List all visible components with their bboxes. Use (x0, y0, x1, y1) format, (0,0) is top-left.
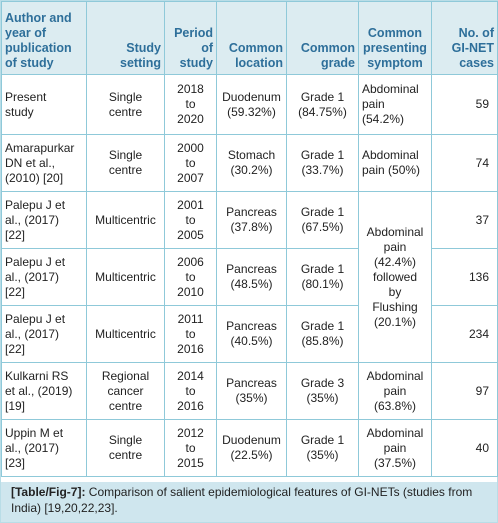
cell-author: Amarapurkar DN et al., (2010) [20] (1, 134, 87, 192)
cell-setting: Single centre (86, 74, 165, 135)
caption-tag: [Table/Fig-7]: (11, 485, 86, 499)
header-period: Period of study (164, 1, 217, 75)
cell-cases: 59 (431, 74, 498, 135)
table-row: Palepu J et al., (2017) [22] Multicentri… (1, 305, 498, 363)
table-row: Kulkarni RS et al., (2019) [19] Regional… (1, 362, 498, 420)
table-row: Amarapurkar DN et al., (2010) [20] Singl… (1, 134, 498, 192)
cell-symptom-merged: Abdominal pain (42.4%) followed by Flush… (358, 191, 432, 363)
cell-grade: Grade 1 (80.1%) (286, 248, 359, 306)
cell-symptom: Abdominal pain (37.5%) (358, 419, 432, 477)
cell-cases: 40 (431, 419, 498, 477)
cell-period: 2006 to 2010 (164, 248, 217, 306)
cell-period: 2001 to 2005 (164, 191, 217, 249)
cell-period: 2000 to 2007 (164, 134, 217, 192)
cell-cases: 97 (431, 362, 498, 420)
header-author: Author and year of publication of study (1, 1, 87, 75)
cell-setting: Single centre (86, 134, 165, 192)
cell-author: Present study (1, 74, 87, 135)
header-location: Common location (216, 1, 287, 75)
cell-cases: 136 (431, 248, 498, 306)
table-caption: [Table/Fig-7]: Comparison of salient epi… (1, 482, 497, 522)
table-row: Palepu J et al., (2017) [22] Multicentri… (1, 191, 498, 363)
cell-author: Palepu J et al., (2017) [22] (1, 305, 87, 363)
cell-location: Pancreas (35%) (216, 362, 287, 420)
caption-text: Comparison of salient epidemiological fe… (11, 485, 473, 515)
cell-cases: 37 (431, 191, 498, 249)
cell-period: 2014 to 2016 (164, 362, 217, 420)
cell-author: Kulkarni RS et al., (2019) [19] (1, 362, 87, 420)
table-row: Present study Single centre 2018 to 2020… (1, 74, 498, 135)
header-cases: No. of GI-NET cases (431, 1, 498, 75)
cell-location: Stomach (30.2%) (216, 134, 287, 192)
cell-location: Pancreas (40.5%) (216, 305, 287, 363)
header-symptom: Common presenting symptom (358, 1, 432, 75)
header-setting: Study setting (86, 1, 165, 75)
cell-location: Duodenum (59.32%) (216, 74, 287, 135)
cell-author: Palepu J et al., (2017) [22] (1, 191, 87, 249)
cell-symptom: Abdominal pain (63.8%) (358, 362, 432, 420)
cell-location: Pancreas (37.8%) (216, 191, 287, 249)
cell-grade: Grade 1 (35%) (286, 419, 359, 477)
cell-period: 2012 to 2015 (164, 419, 217, 477)
cell-cases: 234 (431, 305, 498, 363)
cell-symptom: Abdominal pain (50%) (358, 134, 432, 192)
cell-grade: Grade 1 (67.5%) (286, 191, 359, 249)
cell-setting: Multicentric (86, 248, 165, 306)
cell-grade: Grade 3 (35%) (286, 362, 359, 420)
cell-setting: Single centre (86, 419, 165, 477)
cell-grade: Grade 1 (84.75%) (286, 74, 359, 135)
table-row: Uppin M et al., (2017) [23] Single centr… (1, 419, 498, 477)
cell-period: 2011 to 2016 (164, 305, 217, 363)
cell-grade: Grade 1 (33.7%) (286, 134, 359, 192)
cell-setting: Regional cancer centre (86, 362, 165, 420)
cell-symptom: Abdominal pain (54.2%) (358, 74, 432, 135)
cell-setting: Multicentric (86, 191, 165, 249)
cell-author: Uppin M et al., (2017) [23] (1, 419, 87, 477)
cell-grade: Grade 1 (85.8%) (286, 305, 359, 363)
cell-cases: 74 (431, 134, 498, 192)
header-grade: Common grade (286, 1, 359, 75)
comparison-table: Author and year of publication of study … (1, 1, 498, 477)
cell-period: 2018 to 2020 (164, 74, 217, 135)
cell-location: Duodenum (22.5%) (216, 419, 287, 477)
cell-author: Palepu J et al., (2017) [22] (1, 248, 87, 306)
cell-location: Pancreas (48.5%) (216, 248, 287, 306)
header-row: Author and year of publication of study … (1, 1, 498, 75)
cell-setting: Multicentric (86, 305, 165, 363)
